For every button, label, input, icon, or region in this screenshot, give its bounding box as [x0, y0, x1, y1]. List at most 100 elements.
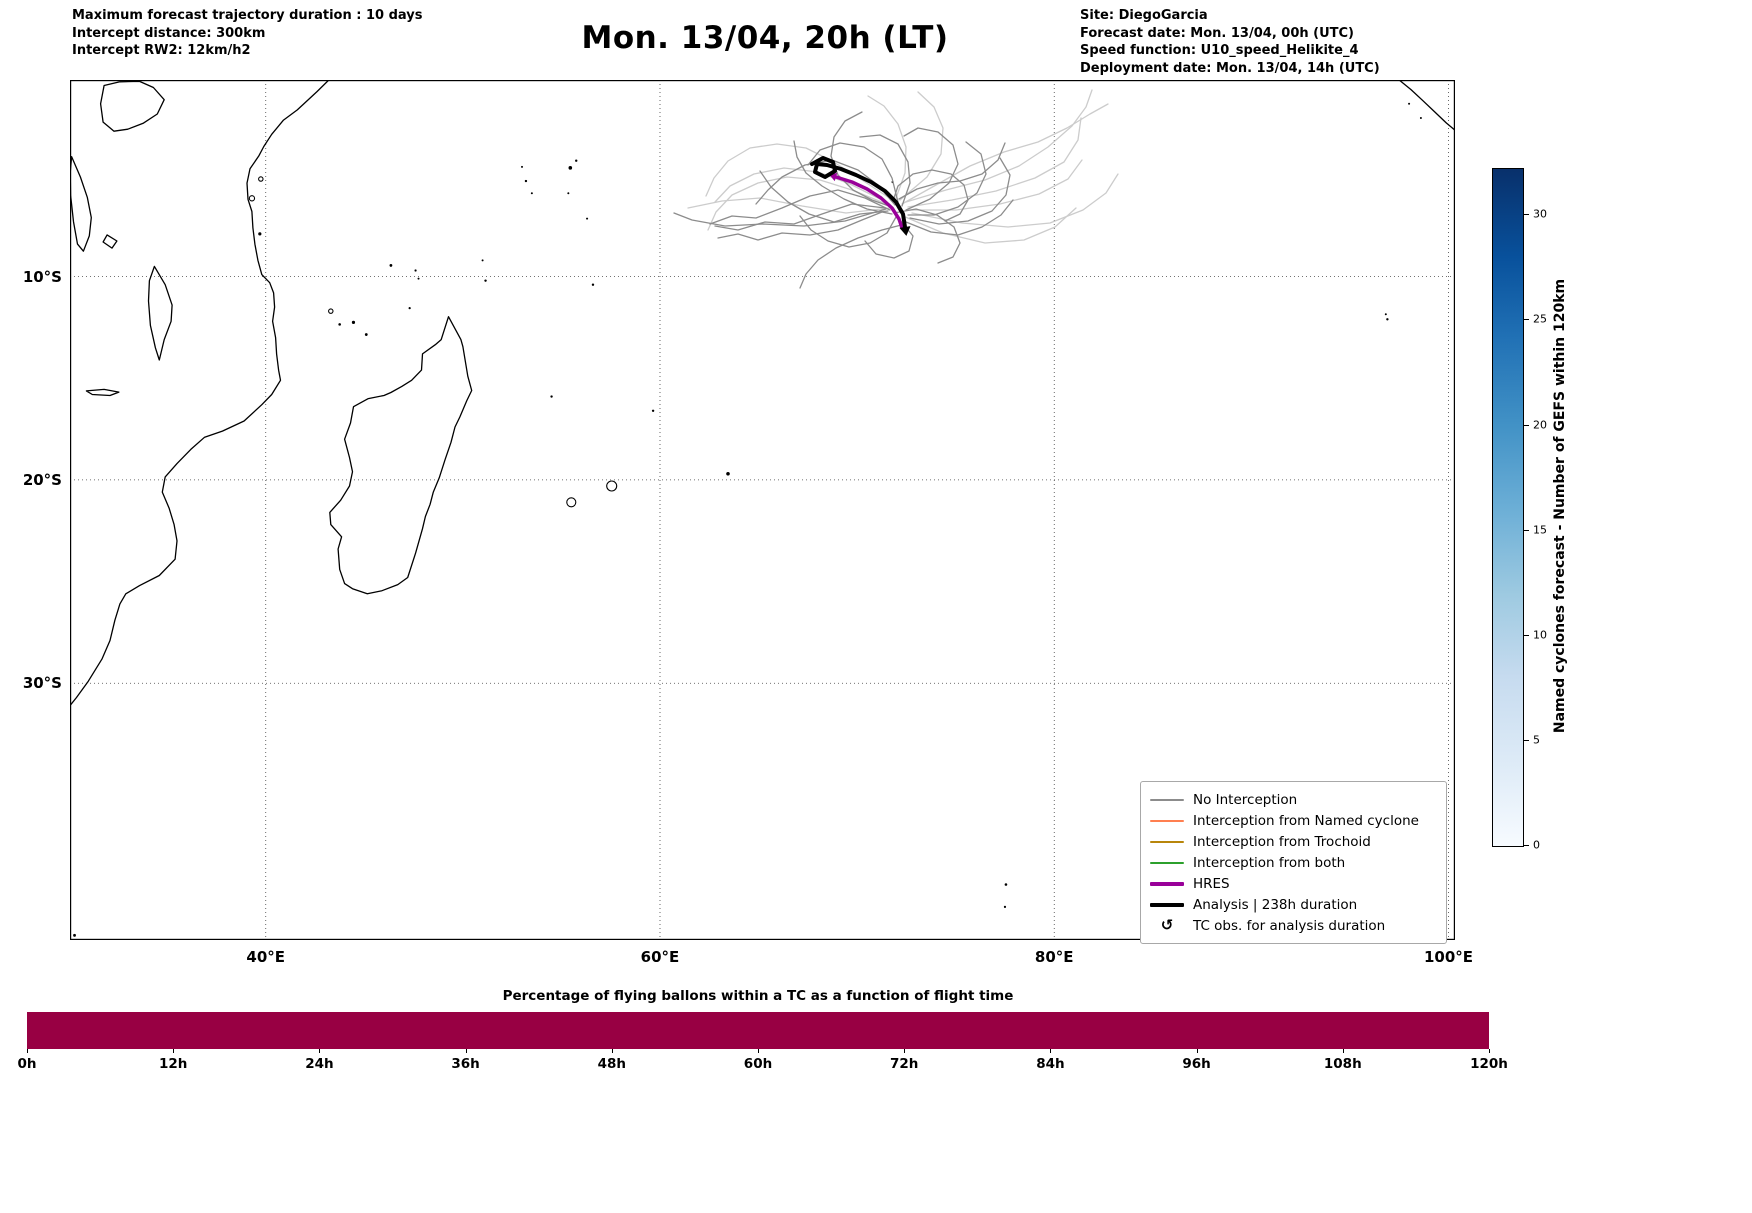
platte-island	[567, 192, 570, 195]
bottom-axis-tick-label: 72h	[889, 1056, 919, 1072]
max-duration-text: Maximum forecast trajectory duration : 1…	[72, 8, 423, 23]
colorbar-tickmark	[1524, 529, 1529, 531]
anjouan-island	[351, 320, 356, 324]
bottom-axis-tick-label: 48h	[597, 1056, 626, 1072]
bottom-axis-tickmark	[904, 1049, 906, 1053]
bottom-axis-tickmark	[1489, 1049, 1490, 1053]
colorbar-label: Named cyclones forecast - Number of GEFS…	[1552, 278, 1568, 734]
amsterdam-island-island	[1004, 883, 1008, 886]
trajectory-no-interception-light	[899, 91, 944, 201]
trajectory-no-interception	[799, 223, 906, 289]
forecast-date-text: Forecast date: Mon. 13/04, 00h (UTC)	[1080, 25, 1355, 41]
trajectory-no-interception	[717, 211, 883, 241]
legend-label: HRES	[1193, 875, 1230, 892]
legend-line-sample	[1150, 840, 1184, 843]
moheli-island	[338, 323, 341, 326]
farquhar-island	[484, 279, 487, 282]
legend-color-line	[1150, 819, 1184, 822]
bottom-axis-tickmark	[319, 1049, 321, 1053]
colorbar-tick-label: 5	[1533, 733, 1540, 747]
bottom-chart-title: Percentage of flying ballons within a TC…	[502, 988, 1014, 1004]
figure-title: Mon. 13/04, 20h (LT)	[581, 20, 949, 56]
mayotte-island	[364, 333, 368, 336]
colorbar-gradient	[1492, 168, 1524, 847]
colorbar-tickmark	[1524, 214, 1529, 216]
bottom-axis-tick-label: 12h	[158, 1056, 188, 1072]
legend-row: Interception from Named cyclone	[1150, 810, 1437, 831]
st-brandon-island	[651, 409, 655, 412]
balloon-trajectories	[673, 89, 1119, 289]
legend-row: ↺ TC obs. for analysis duration	[1150, 915, 1437, 936]
trajectory-no-interception	[714, 203, 886, 231]
legend-line-sample	[1150, 902, 1184, 907]
trajectory-no-interception	[807, 142, 899, 203]
trajectory-no-interception-light	[905, 89, 1093, 203]
lake-victoria	[99, 80, 165, 132]
counterclockwise-arrow-icon: ↺	[1160, 916, 1174, 934]
bottom-axis-tickmark	[173, 1049, 175, 1053]
y-tick-label: 10°S	[22, 267, 62, 286]
legend-row: No Interception	[1150, 789, 1437, 810]
lake-malawi	[147, 265, 173, 361]
grande-comore-island	[328, 308, 334, 314]
cosmoledo-island	[414, 269, 417, 272]
colorbar-tickmark	[1524, 845, 1529, 846]
tc-obs-rotation-icon: ↺	[1150, 918, 1184, 933]
y-tick-label: 30°S	[22, 674, 62, 693]
legend-color-line	[1150, 902, 1184, 907]
bottom-axis-tick-label: 84h	[1036, 1056, 1065, 1072]
mafia-island-island	[258, 232, 262, 236]
trajectory-no-interception-light	[901, 103, 1109, 205]
trajectory-hres	[834, 175, 904, 230]
header-right-block: Site: DiegoGarcia Forecast date: Mon. 13…	[1080, 7, 1380, 77]
trajectory-no-interception	[759, 170, 889, 223]
trajectory-no-interception	[673, 208, 887, 227]
bottom-axis-tick-label: 36h	[451, 1056, 480, 1072]
trajectory-no-interception	[793, 140, 893, 215]
trajectory-analysis	[810, 156, 907, 229]
legend-label: Interception from Trochoid	[1193, 833, 1371, 850]
bottom-axis-tick-label: 60h	[743, 1056, 773, 1072]
lake-cahora-bassa	[85, 388, 120, 397]
bottom-axis-tickmark	[27, 1049, 28, 1053]
astove-island	[417, 277, 420, 280]
trajectory-no-interception-light	[867, 95, 907, 199]
trajectory-no-interception-light	[911, 173, 1119, 228]
st-paul-island-island	[1003, 905, 1007, 908]
x-tick-label: 80°E	[1034, 948, 1074, 966]
bottom-axis-tick-label: 108h	[1323, 1056, 1362, 1072]
cocos-keeling-1-island	[1386, 318, 1389, 321]
amirantes-3-island	[521, 165, 524, 168]
legend-row: Interception from both	[1150, 852, 1437, 873]
intercept-distance-text: Intercept distance: 300km	[72, 25, 266, 41]
legend-label: Interception from Named cyclone	[1193, 812, 1419, 829]
header-left-block: Maximum forecast trajectory duration : 1…	[72, 7, 423, 60]
trajectory-no-interception-light	[907, 117, 1082, 208]
x-tick-label: 60°E	[640, 948, 680, 966]
colorbar-tick-label: 30	[1533, 207, 1547, 221]
graticule	[70, 80, 1455, 940]
mahe-island	[568, 166, 573, 170]
lake-tanganyika	[70, 155, 92, 252]
colorbar-tick-label: 25	[1533, 312, 1547, 326]
bottom-axis-tickmark	[611, 1049, 613, 1053]
islands	[73, 102, 1422, 937]
agalega-island	[591, 283, 595, 286]
bottom-axis-tick-label: 24h	[305, 1056, 334, 1072]
bottom-axis-tick-label: 96h	[1182, 1056, 1211, 1072]
trajectory-no-interception	[898, 142, 1006, 200]
deployment-date-text: Deployment date: Mon. 13/04, 14h (UTC)	[1080, 60, 1380, 76]
y-tick-label: 20°S	[22, 470, 62, 489]
pemba-island-island	[258, 176, 264, 182]
trajectory-no-interception-light	[714, 167, 883, 203]
glorioso-island	[408, 307, 411, 310]
legend-row: Interception from Trochoid	[1150, 831, 1437, 852]
trajectory-no-interception-light	[687, 197, 891, 214]
intercept-rw2-text: Intercept RW2: 12km/h2	[72, 43, 251, 58]
coastlines	[70, 80, 1455, 707]
legend-line-sample	[1150, 881, 1184, 886]
trajectory-no-interception	[864, 219, 914, 259]
amirantes-1-island	[524, 179, 528, 183]
speed-function-text: Speed function: U10_speed_Helikite_4	[1080, 43, 1359, 58]
site-text: Site: DiegoGarcia	[1080, 8, 1208, 23]
